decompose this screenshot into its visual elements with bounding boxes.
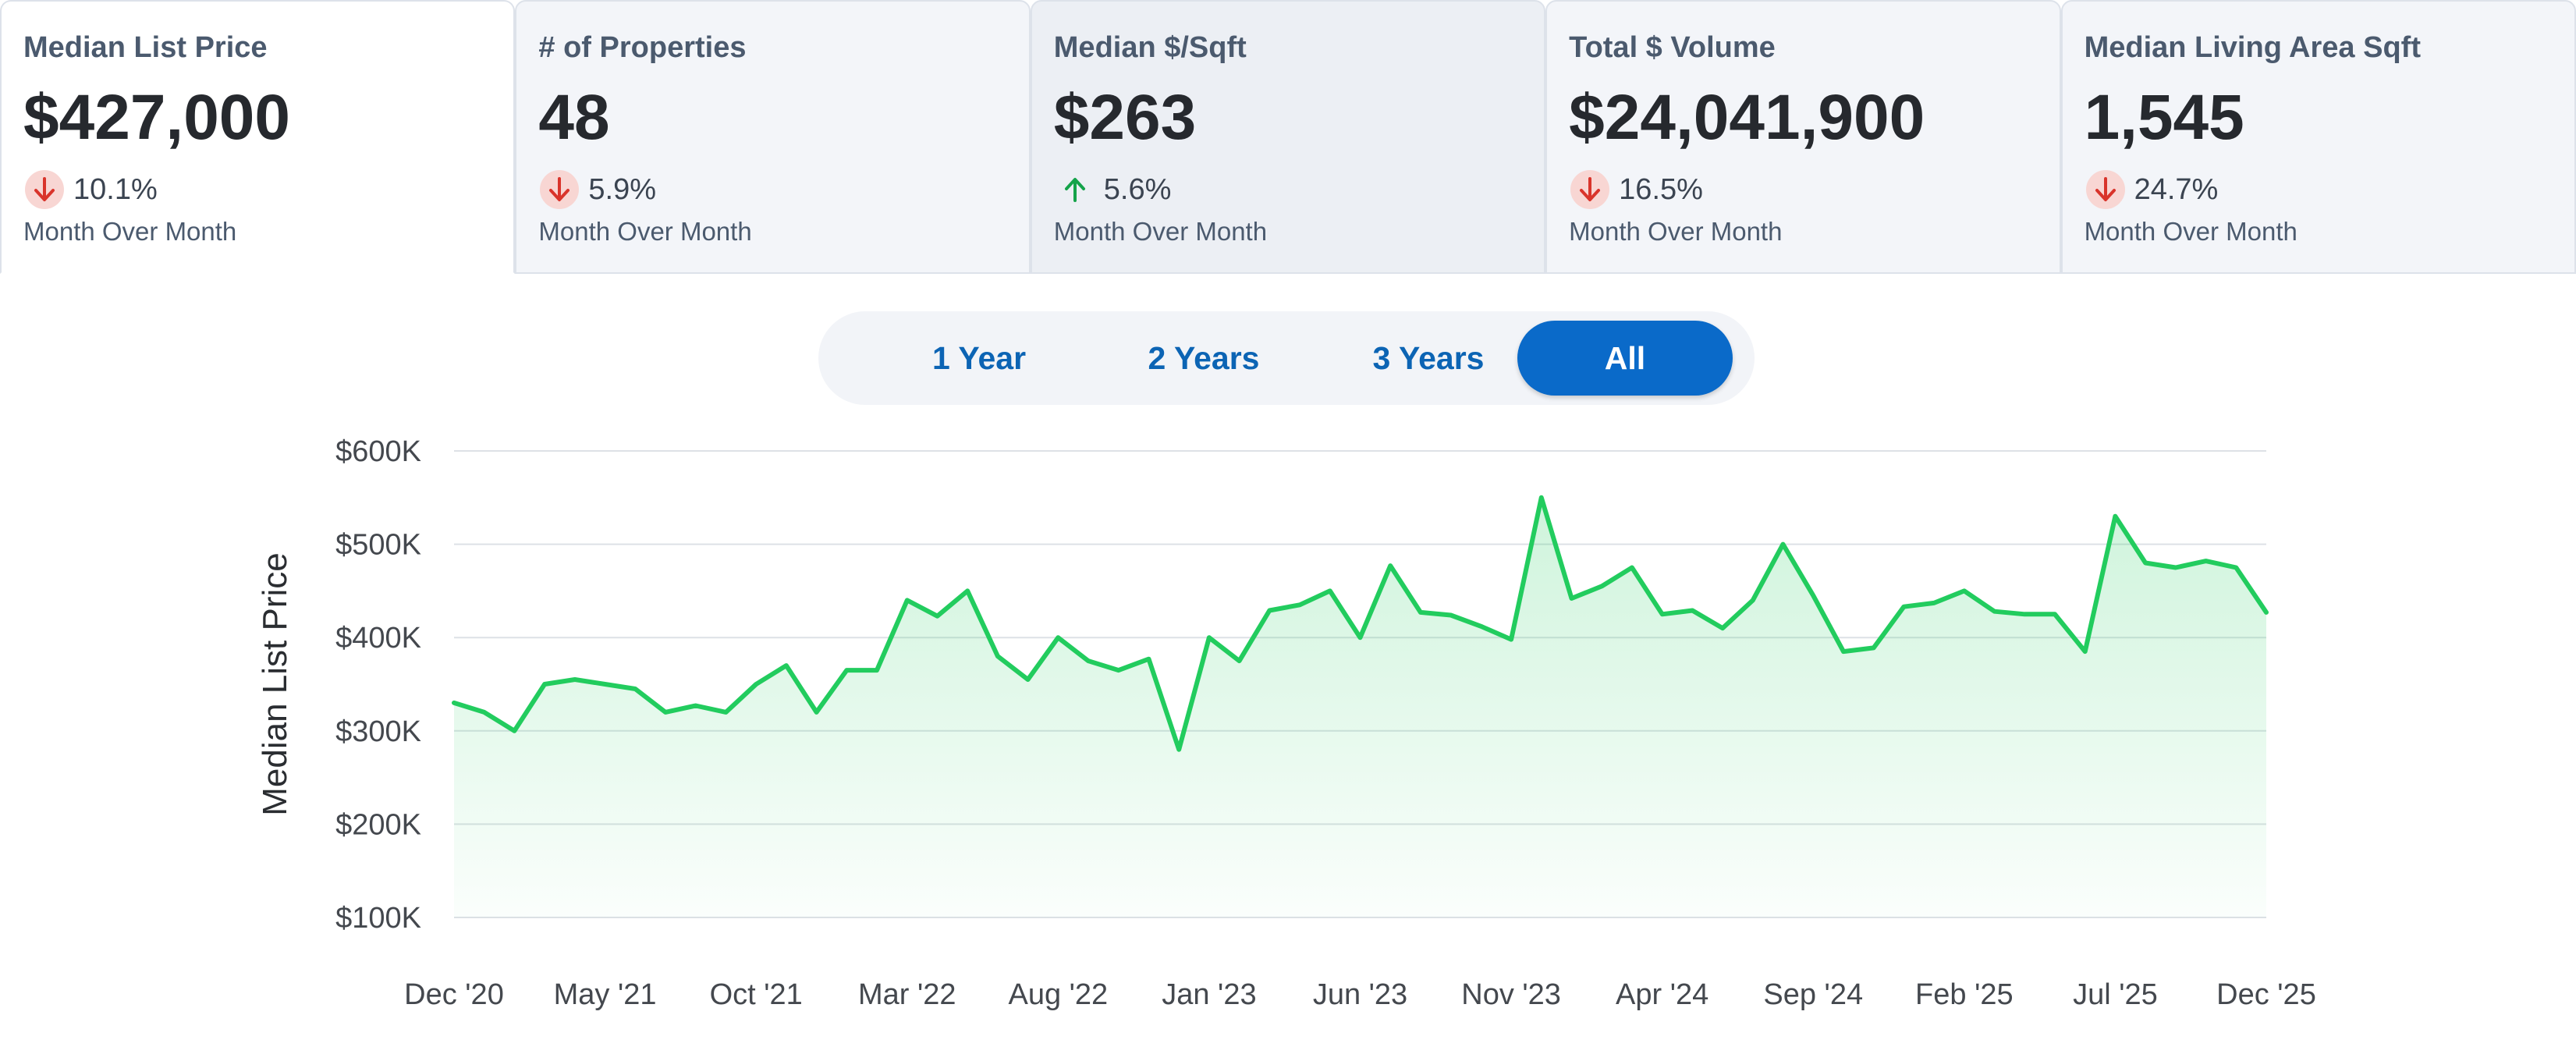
series-area bbox=[454, 497, 2266, 917]
x-tick-label: Feb '25 bbox=[1915, 978, 2014, 1011]
metric-title: # of Properties bbox=[538, 31, 747, 64]
x-tick-label: Nov '23 bbox=[1461, 978, 1561, 1011]
x-tick-label: Oct '21 bbox=[710, 978, 803, 1011]
metric-period: Month Over Month bbox=[538, 217, 752, 246]
range-button-1-year[interactable]: 1 Year bbox=[931, 339, 1027, 376]
x-tick-label: Sep '24 bbox=[1763, 978, 1863, 1011]
metric-change: 24.7% bbox=[2085, 170, 2219, 209]
x-tick-label: Aug '22 bbox=[1008, 978, 1108, 1011]
metric-card-median-price-per-sqft[interactable]: Median $/Sqft $263 5.6% Month Over Month bbox=[1030, 0, 1546, 274]
metric-change-value: 5.6% bbox=[1103, 172, 1172, 206]
metric-title: Median Living Area Sqft bbox=[2084, 31, 2421, 64]
x-tick-label: Mar '22 bbox=[858, 978, 956, 1011]
metric-change-value: 24.7% bbox=[2134, 172, 2219, 206]
metric-change: 5.9% bbox=[540, 170, 656, 209]
metric-card-number-of-properties[interactable]: # of Properties 48 5.9% Month Over Month bbox=[515, 0, 1031, 274]
range-button-3-years[interactable]: 3 Years bbox=[1372, 339, 1485, 376]
metric-change: 10.1% bbox=[25, 170, 158, 209]
metric-title: Median $/Sqft bbox=[1053, 31, 1247, 64]
metric-value: 1,545 bbox=[2084, 82, 2244, 153]
metric-value: $24,041,900 bbox=[1569, 82, 1925, 153]
metric-change-value: 10.1% bbox=[73, 172, 158, 206]
metric-period: Month Over Month bbox=[2084, 217, 2297, 246]
y-tick-label: $400K bbox=[335, 622, 421, 655]
metric-change: 5.6% bbox=[1056, 170, 1172, 209]
time-range-selector: 1 Year 2 Years 3 Years All bbox=[818, 311, 1755, 405]
series-line bbox=[452, 495, 2269, 752]
x-tick-label: Dec '20 bbox=[404, 978, 504, 1011]
x-tick-label: May '21 bbox=[554, 978, 657, 1011]
y-axis-title: Median List Price bbox=[256, 552, 294, 815]
arrow-up-icon bbox=[1056, 170, 1095, 209]
arrow-down-icon bbox=[25, 170, 64, 209]
y-tick-label: $200K bbox=[335, 808, 421, 841]
metric-period: Month Over Month bbox=[23, 217, 237, 246]
metric-change-value: 16.5% bbox=[1619, 172, 1703, 206]
range-button-2-years[interactable]: 2 Years bbox=[1148, 339, 1260, 376]
area-fill bbox=[454, 497, 2266, 917]
x-tick-label: Apr '24 bbox=[1616, 978, 1708, 1011]
x-tick-label: Jul '25 bbox=[2073, 978, 2158, 1011]
y-tick-label: $300K bbox=[335, 715, 421, 748]
metric-title: Total $ Volume bbox=[1569, 31, 1776, 64]
y-tick-label: $500K bbox=[335, 529, 421, 562]
x-axis-ticks: Dec '20 May '21 Oct '21 Mar '22 Aug '22 Jan '… bbox=[404, 978, 2316, 1011]
metric-card-total-volume[interactable]: Total $ Volume $24,041,900 16.5% Month O… bbox=[1545, 0, 2061, 274]
metric-value: 48 bbox=[538, 82, 610, 153]
arrow-down-icon bbox=[540, 170, 580, 209]
y-tick-label: $100K bbox=[335, 902, 421, 935]
series-line-path bbox=[452, 495, 2269, 752]
arrow-down-icon bbox=[1570, 170, 1610, 209]
y-axis-ticks: $600K $500K $400K $300K $200K $100K bbox=[335, 435, 421, 935]
metric-title: Median List Price bbox=[23, 31, 268, 64]
metric-value: $427,000 bbox=[23, 82, 291, 153]
metric-card-median-list-price[interactable]: Median List Price $427,000 10.1% Month O… bbox=[0, 0, 516, 274]
arrow-down-icon bbox=[2085, 170, 2125, 209]
metric-cards: Median List Price $427,000 10.1% Month O… bbox=[0, 0, 2576, 274]
metric-change-value: 5.9% bbox=[588, 172, 657, 206]
x-tick-label: Jan '23 bbox=[1162, 978, 1256, 1011]
metric-period: Month Over Month bbox=[1569, 217, 1783, 246]
range-button-all[interactable]: All bbox=[1517, 321, 1733, 396]
metric-value: $263 bbox=[1053, 82, 1197, 153]
metric-card-median-living-area[interactable]: Median Living Area Sqft 1,545 24.7% Mont… bbox=[2060, 0, 2576, 274]
x-tick-label: Jun '23 bbox=[1313, 978, 1407, 1011]
y-tick-label: $600K bbox=[335, 435, 421, 468]
metric-period: Month Over Month bbox=[1053, 217, 1268, 246]
x-tick-label: Dec '25 bbox=[2216, 978, 2316, 1011]
metric-change: 16.5% bbox=[1570, 170, 1703, 209]
